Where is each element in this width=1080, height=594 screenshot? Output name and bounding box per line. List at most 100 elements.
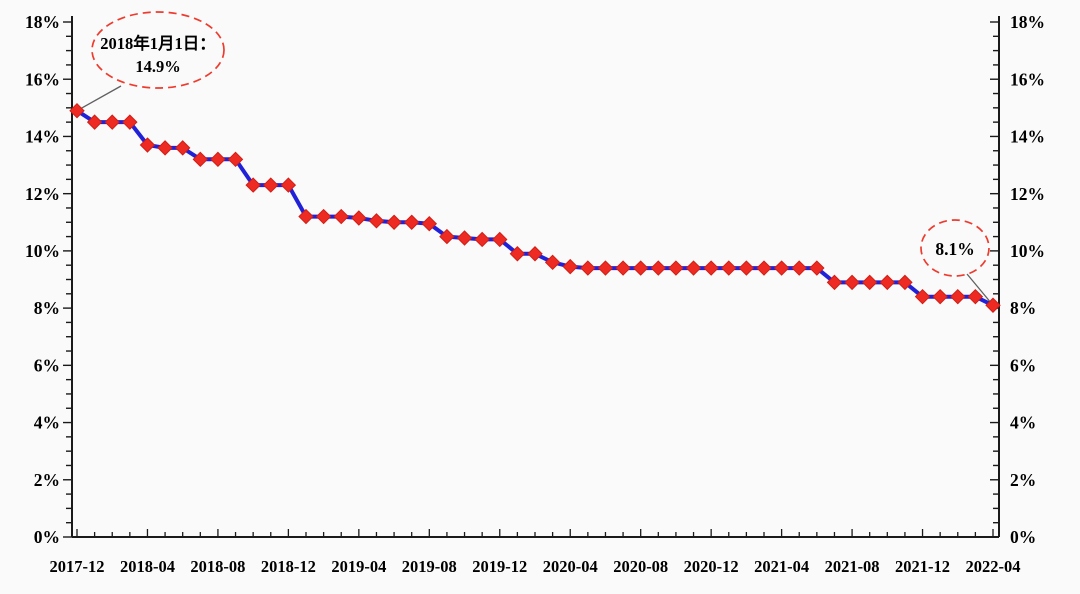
x-axis-tick-label: 2021-04 <box>754 557 809 576</box>
x-axis-tick-label: 2019-04 <box>331 557 386 576</box>
right-axis-tick-label: 6% <box>1010 355 1036 375</box>
left-axis-tick-label: 16% <box>25 69 60 89</box>
annotation-text: 14.9% <box>135 57 180 76</box>
data-point-marker <box>315 208 332 225</box>
data-point-marker <box>580 260 596 276</box>
data-point-marker <box>897 274 913 291</box>
data-point-marker <box>298 208 314 225</box>
annotation-leader-line <box>966 273 994 306</box>
data-series <box>69 102 1001 313</box>
data-point-marker <box>403 214 420 230</box>
data-point-marker <box>174 140 191 156</box>
x-axis-tick-label: 2018-08 <box>190 557 245 576</box>
x-axis-tick-label: 2019-08 <box>402 557 457 576</box>
data-point-marker <box>879 274 896 291</box>
x-axis-tick-label: 2021-08 <box>825 557 880 576</box>
axes: 0% 0% 2% 2% 4% 4% 6% 6% 8% 8% 10% 10% 12% 12% 14% 14% 16… <box>25 12 1045 576</box>
data-point-marker <box>122 114 138 130</box>
left-axis-tick-label: 8% <box>34 298 60 318</box>
data-point-marker <box>527 246 543 262</box>
data-point-marker <box>844 274 860 291</box>
right-axis-tick-label: 14% <box>1010 127 1045 147</box>
data-point-marker <box>861 274 878 291</box>
right-axis-tick-label: 4% <box>1010 413 1036 433</box>
data-point-marker <box>721 260 737 276</box>
data-point-marker <box>509 246 526 262</box>
data-point-marker <box>86 114 103 130</box>
data-point-marker <box>650 260 667 276</box>
data-point-marker <box>192 151 209 168</box>
annotation-leader-line <box>76 85 122 112</box>
data-point-marker <box>456 230 473 246</box>
x-axis-tick-label: 2018-12 <box>261 557 316 576</box>
x-axis-tick-label: 2019-12 <box>472 557 527 576</box>
data-point-marker <box>439 228 455 245</box>
left-axis-tick-label: 10% <box>25 241 60 261</box>
data-point-marker <box>263 177 279 193</box>
annotation-text: 8.1% <box>935 239 974 259</box>
data-point-marker <box>738 260 755 276</box>
data-point-marker <box>756 260 772 276</box>
right-axis-tick-label: 10% <box>1010 241 1045 261</box>
data-point-marker <box>950 288 966 305</box>
right-axis-tick-label: 16% <box>1010 69 1045 89</box>
x-axis-tick-label: 2020-12 <box>684 557 739 576</box>
data-point-marker <box>791 260 807 276</box>
data-point-marker <box>773 260 790 276</box>
x-axis-tick-label: 2022-04 <box>966 557 1021 576</box>
data-point-marker <box>245 177 261 193</box>
left-axis-tick-label: 0% <box>34 527 60 547</box>
data-point-marker <box>597 260 614 276</box>
data-point-marker <box>985 297 1001 313</box>
left-axis-tick-label: 14% <box>25 127 60 147</box>
x-axis-tick-label: 2017-12 <box>50 557 105 576</box>
right-axis-tick-label: 8% <box>1010 298 1036 318</box>
right-axis-tick-label: 0% <box>1010 527 1036 547</box>
data-point-marker <box>668 260 684 276</box>
data-point-marker <box>368 213 385 229</box>
data-point-marker <box>139 137 156 153</box>
right-axis-tick-label: 2% <box>1010 470 1036 490</box>
left-axis-tick-label: 2% <box>34 470 60 490</box>
data-point-marker <box>492 231 508 248</box>
data-point-marker <box>632 260 649 276</box>
right-axis-tick-label: 12% <box>1010 184 1045 204</box>
data-point-marker <box>386 214 402 230</box>
data-point-marker <box>351 210 367 226</box>
data-point-marker <box>562 258 578 275</box>
x-axis-tick-label: 2021-12 <box>895 557 950 576</box>
x-axis-tick-label: 2018-04 <box>120 557 175 576</box>
data-point-marker <box>932 288 948 305</box>
left-axis-tick-label: 12% <box>25 184 60 204</box>
annotation-text: 2018年1月1日： <box>100 33 216 53</box>
data-point-marker <box>280 177 297 193</box>
data-point-marker <box>544 254 561 271</box>
data-point-marker <box>703 260 719 276</box>
data-point-marker <box>685 260 702 276</box>
data-point-marker <box>157 140 173 156</box>
x-axis-tick-label: 2020-04 <box>543 557 598 576</box>
annotation-ellipse <box>91 11 225 89</box>
data-point-marker <box>809 260 825 276</box>
data-point-marker <box>474 231 490 248</box>
left-axis-tick-label: 18% <box>25 12 60 32</box>
x-axis-tick-label: 2020-08 <box>613 557 668 576</box>
data-point-marker <box>615 260 631 276</box>
right-axis-tick-label: 18% <box>1010 12 1045 32</box>
data-point-marker <box>421 216 438 232</box>
data-point-marker <box>826 274 843 291</box>
left-axis-tick-label: 4% <box>34 413 60 433</box>
data-point-marker <box>210 151 226 168</box>
data-point-marker <box>914 288 931 305</box>
data-line <box>75 108 995 308</box>
data-point-marker <box>967 288 984 305</box>
data-point-marker <box>227 151 244 168</box>
annotation-leaders <box>76 85 994 306</box>
data-point-marker <box>69 102 85 119</box>
left-axis-tick-label: 6% <box>34 355 60 375</box>
annotation-ellipse <box>920 219 990 277</box>
data-point-marker <box>333 208 349 225</box>
data-point-marker <box>104 114 120 130</box>
